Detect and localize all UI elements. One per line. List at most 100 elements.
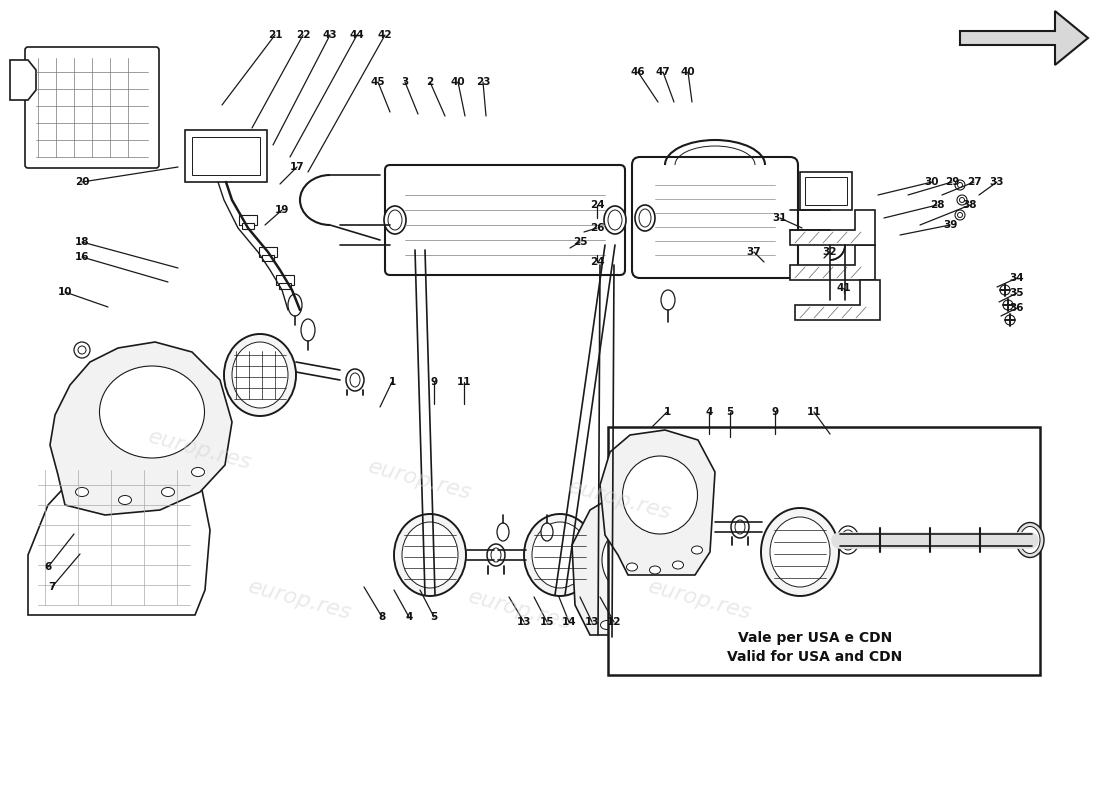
Circle shape — [957, 182, 962, 187]
Ellipse shape — [388, 210, 401, 230]
Ellipse shape — [301, 319, 315, 341]
Bar — [608, 427, 1040, 675]
Ellipse shape — [1020, 526, 1040, 554]
Circle shape — [78, 346, 86, 354]
Circle shape — [955, 210, 965, 220]
Text: 24: 24 — [590, 200, 604, 210]
Bar — [262, 255, 274, 261]
Ellipse shape — [524, 514, 596, 596]
Text: europ.res: europ.res — [646, 577, 754, 623]
Text: 45: 45 — [371, 77, 385, 87]
Polygon shape — [572, 488, 722, 635]
Text: 6: 6 — [44, 562, 52, 572]
Ellipse shape — [623, 456, 697, 534]
Ellipse shape — [627, 563, 638, 571]
Ellipse shape — [541, 523, 553, 541]
Text: 41: 41 — [837, 283, 851, 293]
FancyBboxPatch shape — [385, 165, 625, 275]
Ellipse shape — [350, 373, 360, 387]
Ellipse shape — [842, 530, 855, 550]
Circle shape — [955, 180, 965, 190]
Text: 33: 33 — [990, 177, 1004, 187]
Ellipse shape — [649, 566, 660, 574]
Text: 13: 13 — [585, 617, 600, 627]
Circle shape — [959, 198, 965, 202]
Polygon shape — [795, 280, 880, 320]
Circle shape — [957, 213, 962, 218]
Ellipse shape — [162, 487, 175, 497]
Text: 44: 44 — [350, 30, 364, 40]
Bar — [242, 223, 254, 229]
Text: 1: 1 — [663, 407, 671, 417]
Text: 28: 28 — [930, 200, 944, 210]
Ellipse shape — [384, 206, 406, 234]
Text: 1: 1 — [388, 377, 396, 387]
Polygon shape — [600, 430, 715, 575]
Text: 5: 5 — [430, 612, 438, 622]
Text: 36: 36 — [1010, 303, 1024, 313]
Text: 19: 19 — [275, 205, 289, 215]
Bar — [192, 137, 260, 175]
Text: Valid for USA and CDN: Valid for USA and CDN — [727, 650, 903, 664]
FancyBboxPatch shape — [25, 47, 160, 168]
Ellipse shape — [770, 517, 830, 587]
Text: 46: 46 — [630, 67, 646, 77]
Text: europ.res: europ.res — [246, 577, 354, 623]
Ellipse shape — [837, 526, 859, 554]
Ellipse shape — [99, 366, 205, 458]
Text: 21: 21 — [267, 30, 283, 40]
Bar — [805, 177, 847, 205]
Text: 14: 14 — [562, 617, 576, 627]
Ellipse shape — [735, 520, 745, 534]
Text: 24: 24 — [590, 257, 604, 267]
Text: 27: 27 — [967, 177, 981, 187]
Polygon shape — [790, 245, 874, 280]
Circle shape — [1003, 300, 1013, 310]
Text: 38: 38 — [962, 200, 977, 210]
Text: 40: 40 — [451, 77, 465, 87]
Bar — [258, 247, 277, 257]
Text: 39: 39 — [943, 220, 957, 230]
Text: europ.res: europ.res — [466, 586, 574, 634]
Text: 2: 2 — [427, 77, 433, 87]
Text: 8: 8 — [378, 612, 386, 622]
Ellipse shape — [761, 508, 839, 596]
Ellipse shape — [224, 334, 296, 416]
Circle shape — [74, 342, 90, 358]
Text: 40: 40 — [681, 67, 695, 77]
Text: 42: 42 — [377, 30, 393, 40]
Text: 47: 47 — [656, 67, 670, 77]
Ellipse shape — [667, 618, 680, 626]
Text: 26: 26 — [590, 223, 604, 233]
Ellipse shape — [601, 621, 614, 630]
Text: 4: 4 — [705, 407, 713, 417]
Text: 23: 23 — [475, 77, 491, 87]
Ellipse shape — [693, 601, 706, 610]
Polygon shape — [50, 342, 232, 515]
Text: 5: 5 — [726, 407, 734, 417]
Text: 22: 22 — [296, 30, 310, 40]
FancyBboxPatch shape — [632, 157, 798, 278]
Text: 37: 37 — [747, 247, 761, 257]
Ellipse shape — [604, 206, 626, 234]
Ellipse shape — [639, 209, 651, 227]
Ellipse shape — [1016, 522, 1044, 558]
Text: 30: 30 — [925, 177, 939, 187]
Polygon shape — [10, 60, 36, 100]
Ellipse shape — [487, 544, 505, 566]
Ellipse shape — [76, 487, 88, 497]
Ellipse shape — [634, 623, 647, 633]
Text: 17: 17 — [289, 162, 305, 172]
Ellipse shape — [394, 514, 466, 596]
Polygon shape — [960, 11, 1088, 65]
Bar — [239, 215, 257, 225]
Text: 18: 18 — [75, 237, 89, 247]
Text: europ.res: europ.res — [146, 426, 254, 474]
Ellipse shape — [232, 342, 288, 408]
Text: 31: 31 — [772, 213, 788, 223]
Bar — [185, 130, 267, 182]
Ellipse shape — [402, 522, 458, 588]
Ellipse shape — [497, 523, 509, 541]
Text: 11: 11 — [456, 377, 471, 387]
Ellipse shape — [191, 467, 205, 477]
